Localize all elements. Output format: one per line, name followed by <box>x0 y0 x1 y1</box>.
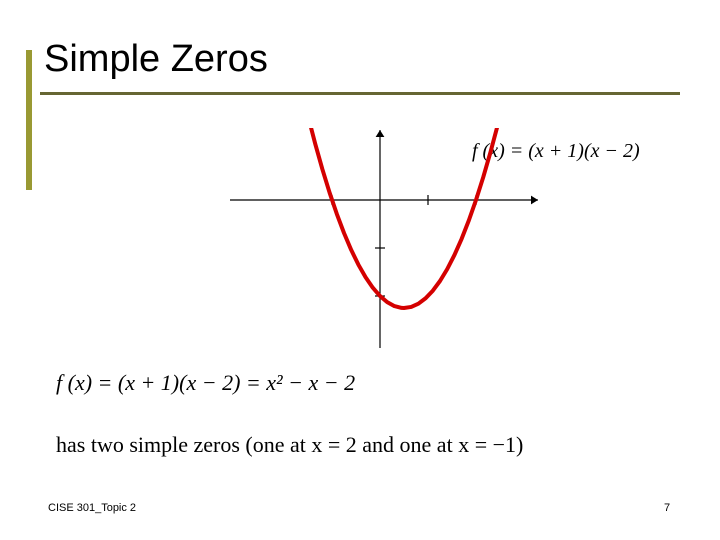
slide-title: Simple Zeros <box>44 38 268 81</box>
chart-svg <box>230 128 540 348</box>
parabola-chart <box>230 128 540 348</box>
slide: { "accent": { "color": "#999933", "left"… <box>0 0 720 540</box>
equation-main: f (x) = (x + 1)(x − 2) = x² − x − 2 has … <box>56 370 523 458</box>
equation-main-line1: f (x) = (x + 1)(x − 2) = x² − x − 2 <box>56 370 523 396</box>
equation-main-line2: has two simple zeros (one at x = 2 and o… <box>56 432 523 458</box>
footer-left: CISE 301_Topic 2 <box>48 502 136 514</box>
footer-page-number: 7 <box>664 502 670 514</box>
accent-bar <box>26 50 32 190</box>
title-underline <box>40 92 680 95</box>
